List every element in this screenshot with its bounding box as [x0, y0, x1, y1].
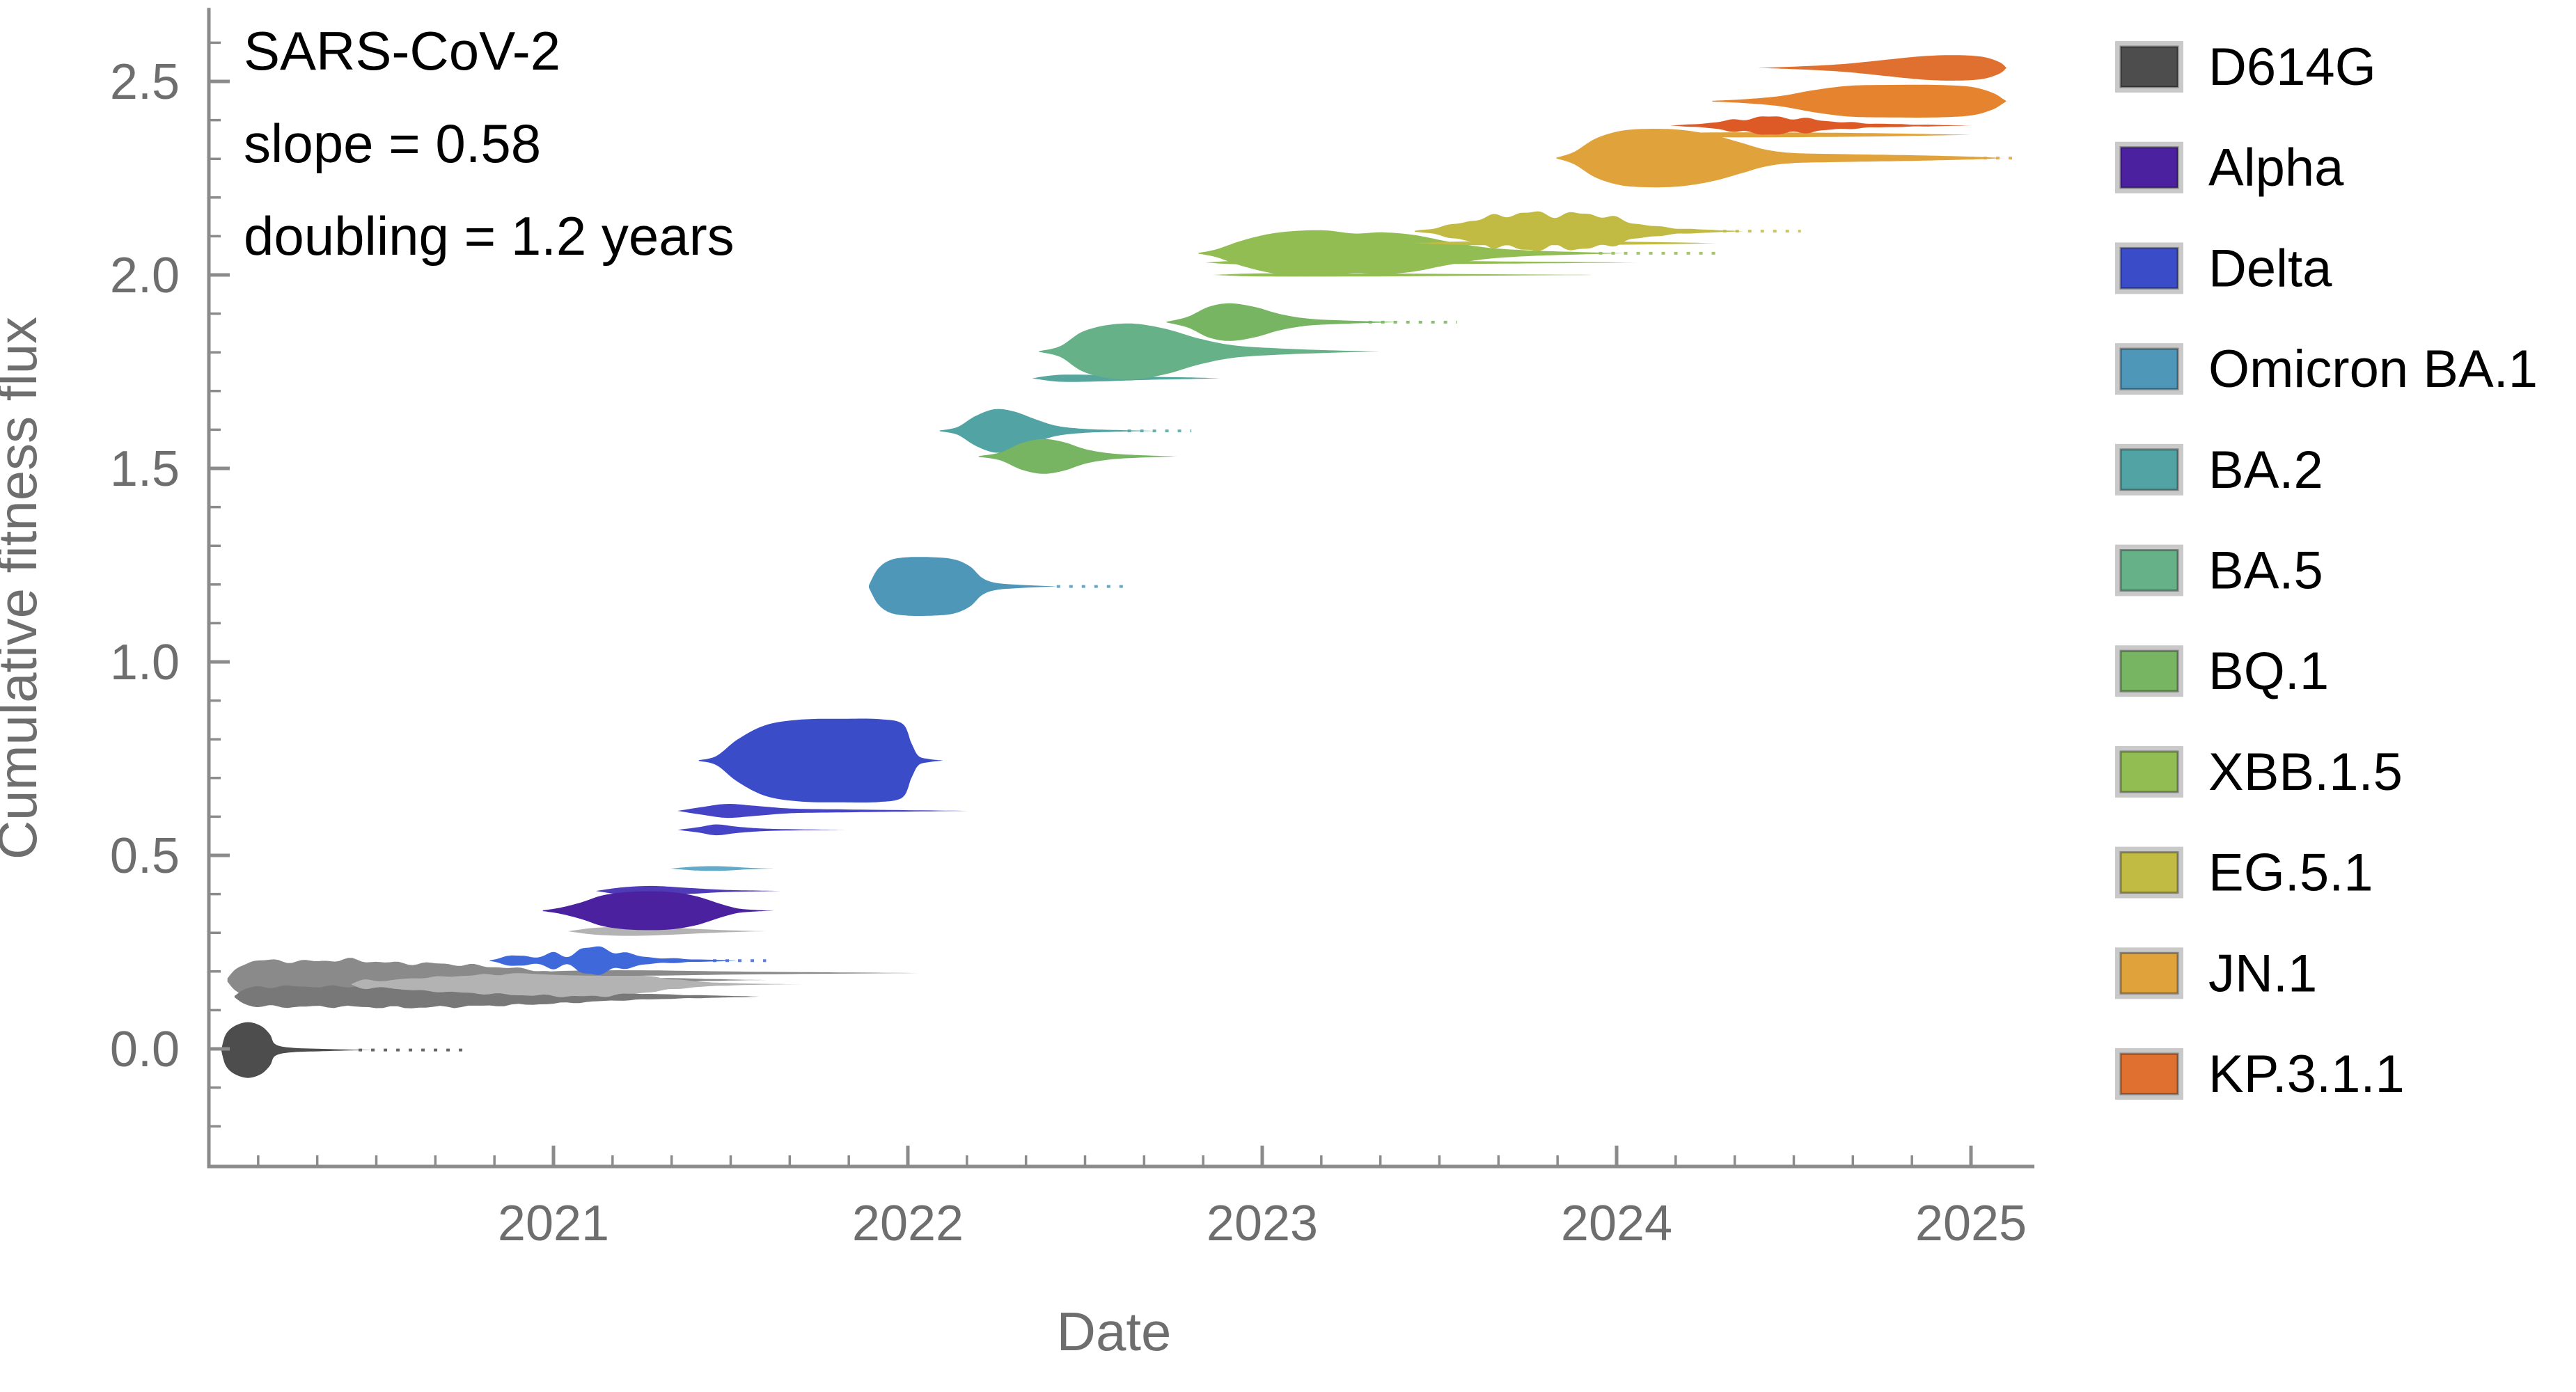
violin-kp311-streak	[1670, 116, 1971, 135]
legend-item-xbb-1-5: XBB.1.5	[2115, 743, 2403, 802]
legend-item-alpha: Alpha	[2115, 139, 2344, 198]
violin-bq1	[1166, 303, 1401, 341]
legend-item-label: D614G	[2208, 38, 2376, 97]
legend-item-label: Alpha	[2208, 139, 2344, 198]
violin-kp311-top	[1758, 55, 2006, 81]
violin-kp311-mid	[1712, 84, 2006, 118]
y-tick-label: 2.5	[110, 54, 180, 110]
violin-layer	[221, 55, 2014, 1078]
slope-annotation: slope = 0.58	[244, 113, 541, 174]
y-tick-label: 0.0	[110, 1022, 180, 1077]
violin-omicron-ba1	[869, 557, 1057, 616]
violin-xbb15	[1198, 230, 1624, 276]
y-axis-label: Cumulative fitness flux	[0, 317, 48, 860]
violin-d614g-light	[351, 971, 802, 997]
legend-item-label: Omicron BA.1	[2208, 340, 2538, 399]
legend-swatch	[2119, 1052, 2179, 1096]
violin-delta-early	[489, 946, 738, 975]
violin-jn1-streak	[1651, 132, 1971, 138]
legend-item-omicron-ba-1: Omicron BA.1	[2115, 340, 2538, 399]
legend-swatch	[2119, 448, 2179, 491]
legend-item-label: EG.5.1	[2208, 844, 2373, 903]
legend-item-eg-5-1: EG.5.1	[2115, 844, 2373, 903]
violin-d614g-streak	[518, 970, 919, 976]
violin-gray-streak-under-alpha	[567, 926, 767, 936]
violin-ba2	[939, 409, 1156, 453]
legend-item-ba-2: BA.2	[2115, 441, 2323, 500]
violin-xbb-streak-2	[1212, 273, 1596, 277]
legend-swatch	[2119, 851, 2179, 894]
legend-swatch	[2119, 246, 2179, 290]
legend-item-kp-3-1-1: KP.3.1.1	[2115, 1045, 2405, 1104]
legend-swatch	[2119, 649, 2179, 693]
legend-item-label: BQ.1	[2208, 642, 2329, 701]
violin-d614g-origin	[221, 1022, 377, 1078]
legend-item-label: JN.1	[2208, 944, 2317, 1003]
legend-swatch	[2119, 750, 2179, 793]
violin-alpha	[542, 891, 773, 931]
violin-eg51	[1414, 211, 1745, 251]
legend: D614G Alpha Delta Omicron BA.1 BA.2 BA.5 BQ.1 X…	[2115, 38, 2538, 1104]
y-tick-label: 2.0	[110, 248, 180, 303]
legend-item-label: BA.5	[2208, 541, 2323, 601]
legend-swatch	[2119, 347, 2179, 390]
chart-title: SARS-CoV-2	[244, 20, 560, 81]
violin-jn1	[1556, 129, 2003, 188]
x-tick-label: 2024	[1561, 1196, 1672, 1251]
violin-delta-main	[698, 718, 943, 802]
y-tick-label: 1.5	[110, 441, 180, 497]
axes-layer: 0.0 0.5 1.0 1.5 2.0 2.5 2021 2022 2023 2024 2025	[110, 8, 2035, 1251]
doubling-annotation: doubling = 1.2 years	[244, 205, 735, 267]
legend-item-d614g: D614G	[2115, 38, 2376, 97]
legend-item-label: Delta	[2208, 239, 2332, 298]
violin-delta-streak-2	[677, 824, 848, 836]
legend-item-ba-5: BA.5	[2115, 541, 2323, 601]
x-tick-label: 2025	[1915, 1196, 2027, 1251]
violin-d614g-late	[234, 985, 760, 1009]
violin-green-blob-mid-2022	[978, 438, 1177, 474]
legend-swatch	[2119, 951, 2179, 995]
x-axis-label: Date	[1057, 1301, 1172, 1362]
legend-item-label: BA.2	[2208, 441, 2323, 500]
x-tick-label: 2021	[498, 1196, 609, 1251]
legend-item-jn-1: JN.1	[2115, 944, 2317, 1003]
x-tick-label: 2023	[1207, 1196, 1318, 1251]
legend-item-label: KP.3.1.1	[2208, 1045, 2405, 1104]
legend-swatch	[2119, 45, 2179, 88]
violin-delta-streak-1	[677, 804, 968, 818]
legend-item-bq-1: BQ.1	[2115, 642, 2329, 701]
legend-swatch	[2119, 549, 2179, 592]
violin-omicron-ba1-streak	[670, 866, 773, 871]
y-tick-label: 1.0	[110, 635, 180, 690]
y-tick-label: 0.5	[110, 828, 180, 884]
legend-item-delta: Delta	[2115, 239, 2332, 298]
x-tick-label: 2022	[852, 1196, 964, 1251]
legend-item-label: XBB.1.5	[2208, 743, 2403, 802]
violin-ba5	[1039, 323, 1379, 380]
legend-swatch	[2119, 146, 2179, 189]
